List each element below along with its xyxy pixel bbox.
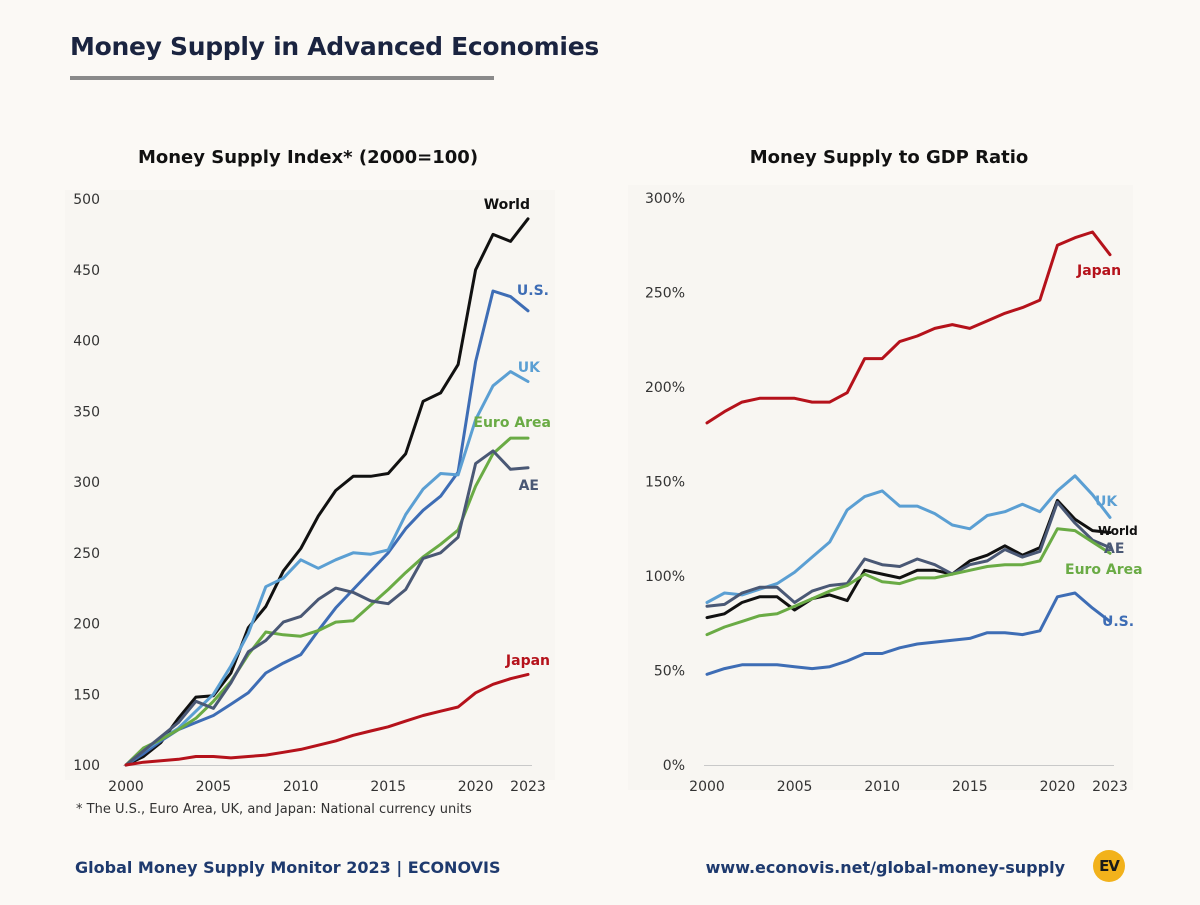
ratio-x-tick-label: 2005: [777, 779, 813, 795]
ratio-series-euro-area: [705, 527, 1112, 637]
econovis-logo: EV: [1093, 850, 1125, 882]
ratio-x-tick-label: 2020: [1040, 779, 1076, 795]
footnote: * The U.S., Euro Area, UK, and Japan: Na…: [76, 802, 472, 817]
ratio-chart-title: Money Supply to GDP Ratio: [750, 147, 1029, 168]
index-chart-title: Money Supply Index* (2000=100): [138, 147, 478, 168]
index-series-u-s: [124, 289, 530, 767]
index-y-tick-label: 350: [73, 404, 100, 420]
index-x-tick-label: 2015: [370, 779, 406, 795]
index-series-world: [124, 217, 530, 767]
ratio-label-uk: UK: [1095, 494, 1118, 510]
ratio-y-tick-label: 0%: [663, 758, 685, 774]
ratio-x-tick-label: 2000: [689, 779, 725, 795]
ratio-label-world: World: [1098, 524, 1138, 538]
right-plot-bg: [628, 185, 1133, 790]
ratio-y-tick-label: 250%: [645, 286, 685, 302]
ratio-series-u-s: [705, 591, 1112, 676]
index-y-tick-label: 100: [73, 758, 100, 774]
index-y-tick-label: 300: [73, 475, 100, 491]
ratio-y-tick-label: 200%: [645, 380, 685, 396]
ratio-x-tick-label: 2010: [864, 779, 900, 795]
index-y-tick-label: 150: [73, 687, 100, 703]
ratio-label-japan: Japan: [1076, 263, 1121, 279]
index-y-tick-label: 250: [73, 546, 100, 562]
index-x-tick-label: 2023: [510, 779, 546, 795]
index-label-ae: AE: [519, 478, 539, 494]
index-x-tick-label: 2005: [196, 779, 232, 795]
ratio-y-tick-label: 300%: [645, 191, 685, 207]
index-y-tick-label: 450: [73, 263, 100, 279]
ratio-x-tick-label: 2015: [952, 779, 988, 795]
title-rule: [70, 76, 494, 80]
ratio-y-tick-label: 100%: [645, 569, 685, 585]
index-x-tick-label: 2010: [283, 779, 319, 795]
index-y-tick-label: 500: [73, 192, 100, 208]
ratio-x-tick-label: 2023: [1092, 779, 1128, 795]
index-series-uk: [124, 370, 530, 767]
index-label-uk: UK: [518, 360, 541, 376]
ratio-series-ae: [705, 500, 1112, 608]
index-x-tick-label: 2020: [458, 779, 494, 795]
index-series-ae: [124, 449, 530, 767]
index-label-japan: Japan: [505, 653, 550, 669]
right-chart: Money Supply to GDP Ratio 2000 2005 2010 201…: [645, 147, 1143, 795]
ratio-label-euro-area: Euro Area: [1065, 562, 1143, 578]
index-x-tick-label: 2000: [108, 779, 144, 795]
index-y-tick-label: 400: [73, 334, 100, 350]
ratio-label-u-s: U.S.: [1102, 614, 1134, 630]
index-label-world: World: [484, 197, 530, 213]
index-series-japan: [124, 672, 530, 767]
ratio-series-uk: [705, 474, 1112, 604]
left-chart: Money Supply Index* (2000=100) 2000 2005 20…: [73, 147, 551, 795]
index-y-tick-label: 200: [73, 617, 100, 633]
footer-url-link[interactable]: www.econovis.net/global-money-supply: [705, 858, 1065, 877]
ratio-y-tick-label: 50%: [654, 664, 685, 680]
ratio-y-tick-label: 150%: [645, 475, 685, 491]
ratio-series-japan: [705, 230, 1112, 425]
index-label-u-s: U.S.: [517, 283, 549, 299]
ratio-label-ae: AE: [1104, 541, 1124, 557]
page-title: Money Supply in Advanced Economies: [70, 32, 599, 61]
index-label-euro-area: Euro Area: [473, 415, 551, 431]
footer-source: Global Money Supply Monitor 2023 | ECONO…: [75, 858, 501, 877]
